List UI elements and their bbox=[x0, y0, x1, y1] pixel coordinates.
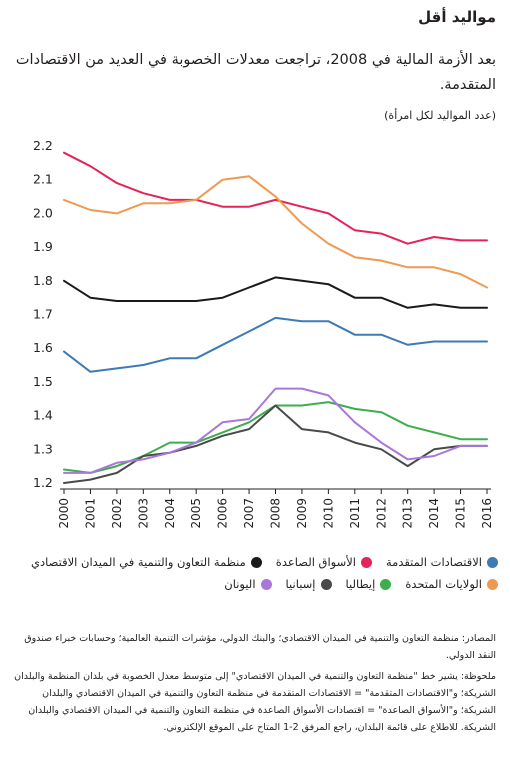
legend-label: الولايات المتحدة bbox=[405, 577, 482, 591]
x-tick-label: 2008 bbox=[269, 498, 283, 529]
series-line-3 bbox=[63, 175, 488, 289]
legend-swatch bbox=[260, 578, 272, 590]
x-tick-label: 2013 bbox=[401, 498, 415, 529]
y-tick-label: 1.2 bbox=[33, 475, 53, 490]
x-tick-label: 2009 bbox=[295, 498, 309, 529]
y-tick-label: 1.3 bbox=[33, 441, 53, 456]
legend-swatch bbox=[320, 578, 332, 590]
series-line-0 bbox=[63, 316, 488, 373]
legend-item: اليونان bbox=[224, 575, 272, 593]
y-tick-label: 1.7 bbox=[33, 307, 53, 322]
legend-label: اليونان bbox=[224, 577, 256, 591]
legend-label: الاقتصادات المتقدمة bbox=[386, 555, 482, 569]
y-tick-label: 2.1 bbox=[33, 172, 53, 187]
y-tick-label: 1.8 bbox=[33, 273, 53, 288]
legend-swatch bbox=[361, 556, 372, 568]
x-tick-label: 2015 bbox=[454, 498, 468, 529]
series-line-1 bbox=[63, 151, 488, 245]
x-tick-label: 2010 bbox=[321, 498, 335, 529]
legend-label: منظمة التعاون والتنمية في الميدان الاقتص… bbox=[31, 555, 246, 569]
chart-axes: 1.2 1.3 1.4 1.5 1.6 1.7 1.8 1.9 2.0 2.1 2.2 2000 200… bbox=[33, 138, 494, 529]
legend-swatch bbox=[250, 556, 262, 568]
y-tick-label: 2.0 bbox=[33, 205, 53, 220]
legend-label: إسبانيا bbox=[285, 577, 316, 591]
source-note: المصادر: منظمة التعاون والتنمية في الميد… bbox=[24, 633, 496, 661]
series-line-5 bbox=[63, 404, 488, 484]
x-tick-label: 2006 bbox=[216, 498, 230, 529]
x-tick-label: 2012 bbox=[374, 498, 388, 529]
series-line-2 bbox=[63, 276, 488, 309]
x-tick-label: 2011 bbox=[348, 498, 362, 529]
chart-series bbox=[63, 151, 488, 484]
x-tick-label: 2001 bbox=[83, 498, 97, 529]
chart-legend: الاقتصادات المتقدمة الأسواق الصاعدة منظمة … bbox=[8, 553, 498, 597]
legend-swatch bbox=[380, 578, 392, 590]
chart-subtitle: بعد الأزمة المالية في 2008، تراجعت معدلا… bbox=[15, 52, 496, 93]
y-tick-label: 1.9 bbox=[33, 239, 53, 254]
x-tick-label: 2003 bbox=[136, 498, 150, 529]
legend-label: إيطاليا bbox=[345, 577, 376, 591]
x-tick-label: 2002 bbox=[110, 498, 124, 529]
legend-swatch bbox=[487, 556, 498, 568]
x-tick-label: 2000 bbox=[57, 498, 71, 529]
y-tick-label: 1.6 bbox=[33, 340, 53, 355]
legend-item: الولايات المتحدة bbox=[405, 575, 498, 593]
legend-item: إيطاليا bbox=[346, 575, 392, 593]
series-line-6 bbox=[63, 387, 488, 474]
line-chart: 1.2 1.3 1.4 1.5 1.6 1.7 1.8 1.9 2.0 2.1 2.2 2000 200… bbox=[33, 138, 494, 529]
legend-label: الأسواق الصاعدة bbox=[275, 555, 356, 569]
x-tick-label: 2016 bbox=[480, 498, 494, 529]
x-tick-label: 2014 bbox=[427, 498, 441, 529]
legend-item: الاقتصادات المتقدمة bbox=[386, 553, 498, 571]
legend-item: الأسواق الصاعدة bbox=[276, 553, 372, 571]
y-axis-unit: (عدد المواليد لكل امرأة) bbox=[384, 109, 496, 122]
x-tick-label: 2004 bbox=[163, 498, 177, 529]
y-tick-label: 1.5 bbox=[33, 374, 53, 389]
legend-item: إسبانيا bbox=[286, 575, 332, 593]
x-tick-label: 2005 bbox=[189, 498, 203, 529]
legend-swatch bbox=[487, 578, 498, 590]
footnote: ملحوظة: يشير خط "منظمة التعاون والتنمية … bbox=[14, 671, 496, 733]
chart-title: مواليد أقل bbox=[418, 8, 496, 26]
y-tick-label: 1.4 bbox=[33, 408, 53, 423]
legend-item: منظمة التعاون والتنمية في الميدان الاقتص… bbox=[31, 553, 262, 571]
x-tick-label: 2007 bbox=[242, 498, 256, 529]
y-tick-label: 2.2 bbox=[33, 138, 53, 153]
